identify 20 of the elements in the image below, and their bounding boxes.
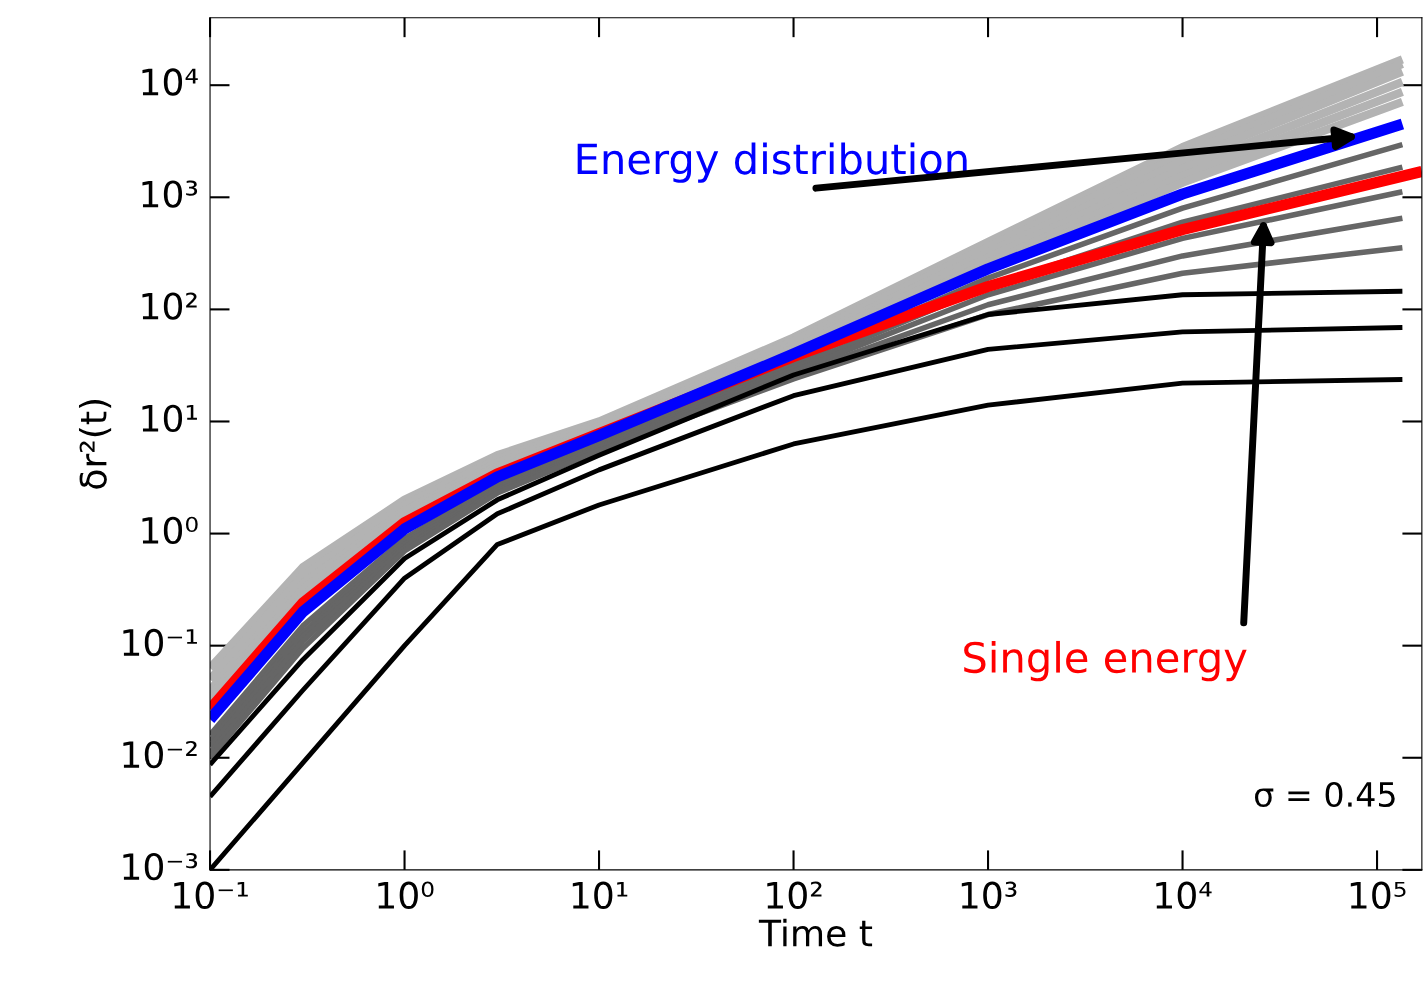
x-tick-label: 10⁴	[1156, 881, 1212, 909]
x-tick-label: 10³	[961, 881, 1017, 909]
y-axis-title: δr²(t)	[78, 400, 112, 489]
x-tick-label: 10²	[767, 881, 822, 909]
y-tick-label: 10⁰	[142, 516, 198, 545]
x-tick-label: 10⁰	[378, 881, 434, 909]
annotation: σ = 0.45	[1255, 781, 1395, 808]
x-axis-title: Time t	[758, 918, 873, 947]
y-tick-label: 10⁴	[142, 68, 198, 96]
text: Energy distribution	[577, 142, 967, 183]
text: Single energy	[964, 640, 1247, 682]
y-tick-label: 10²	[142, 292, 197, 320]
y-tick-label: 10⁻²	[123, 740, 197, 769]
y-tick-label: 10⁻³	[123, 853, 198, 881]
y-tick-label: 10¹	[142, 404, 197, 432]
x-tick-label: 10⁻¹	[174, 881, 248, 909]
y-tick-label: 10³	[142, 180, 198, 208]
x-tick-label: 10¹	[572, 881, 628, 909]
x-tick-label: 10⁵	[1350, 881, 1406, 909]
y-tick-label: 10⁻¹	[123, 628, 197, 657]
